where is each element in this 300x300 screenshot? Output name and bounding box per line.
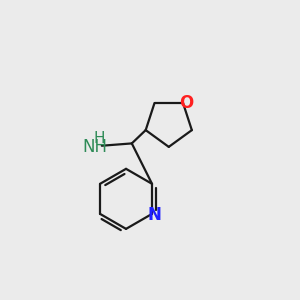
Text: NH: NH <box>82 138 107 156</box>
Text: N: N <box>148 206 162 224</box>
Text: O: O <box>179 94 194 112</box>
Text: H: H <box>93 130 105 146</box>
